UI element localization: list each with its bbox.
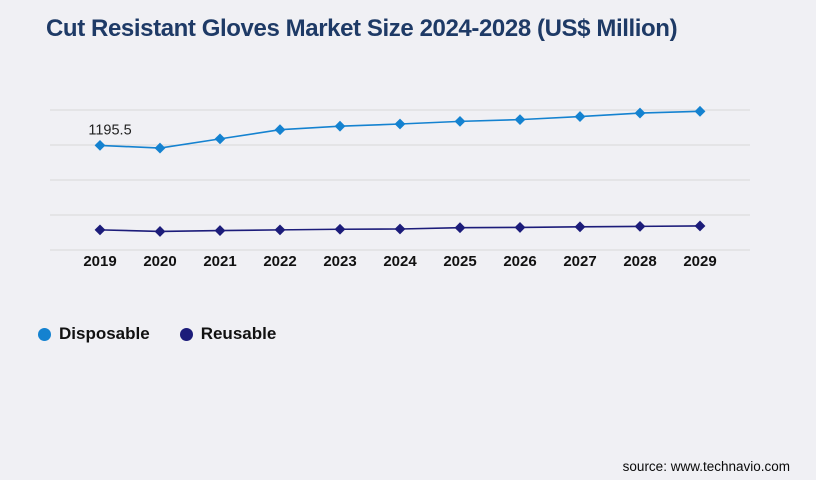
x-tick-label: 2025 bbox=[443, 253, 476, 270]
data-point-disposable-2028 bbox=[634, 107, 646, 119]
chart-title: Cut Resistant Gloves Market Size 2024-20… bbox=[46, 15, 678, 42]
data-point-reusable-2028 bbox=[634, 220, 646, 232]
data-point-disposable-2023 bbox=[334, 120, 346, 132]
data-point-reusable-2027 bbox=[574, 221, 586, 233]
source-attribution: source: www.technavio.com bbox=[622, 459, 790, 474]
data-point-disposable-2022 bbox=[274, 124, 286, 136]
x-tick-label: 2021 bbox=[203, 253, 236, 270]
data-point-disposable-2025 bbox=[454, 115, 466, 127]
data-point-reusable-2029 bbox=[694, 220, 706, 232]
legend: Disposable Reusable bbox=[38, 324, 276, 344]
series-line-disposable bbox=[99, 110, 701, 149]
data-point-disposable-2026 bbox=[514, 114, 526, 126]
x-tick-label: 2020 bbox=[143, 253, 176, 270]
data-point-reusable-2019 bbox=[94, 224, 106, 236]
data-point-label: 1195.5 bbox=[88, 122, 131, 138]
data-point-disposable-2027 bbox=[574, 111, 586, 122]
data-point-reusable-2024 bbox=[394, 223, 406, 235]
data-point-reusable-2020 bbox=[154, 226, 166, 237]
x-tick-label: 2026 bbox=[503, 253, 536, 270]
x-tick-label: 2022 bbox=[263, 253, 296, 270]
data-point-disposable-2020 bbox=[154, 142, 166, 154]
legend-label-disposable: Disposable bbox=[59, 324, 150, 343]
x-tick-label: 2024 bbox=[383, 253, 417, 270]
data-point-disposable-2024 bbox=[394, 118, 406, 130]
data-point-disposable-2029 bbox=[694, 105, 706, 117]
data-point-disposable-2021 bbox=[214, 133, 226, 145]
legend-item-reusable: Reusable bbox=[179, 324, 277, 344]
data-point-reusable-2021 bbox=[214, 225, 226, 236]
x-tick-label: 2019 bbox=[83, 253, 116, 270]
x-tick-label: 2023 bbox=[323, 253, 356, 270]
data-point-reusable-2022 bbox=[274, 224, 286, 236]
x-tick-label: 2029 bbox=[683, 253, 716, 270]
reusable-legend-dot-icon bbox=[179, 327, 193, 341]
x-tick-label: 2028 bbox=[623, 253, 656, 270]
legend-item-disposable: Disposable bbox=[38, 324, 150, 344]
x-tick-label: 2027 bbox=[563, 253, 596, 270]
legend-label-reusable: Reusable bbox=[200, 324, 277, 343]
data-point-reusable-2025 bbox=[454, 222, 466, 234]
disposable-legend-dot-icon bbox=[38, 327, 51, 341]
data-point-disposable-2019 bbox=[94, 139, 106, 151]
data-point-reusable-2026 bbox=[514, 222, 526, 233]
data-point-reusable-2023 bbox=[334, 223, 346, 235]
